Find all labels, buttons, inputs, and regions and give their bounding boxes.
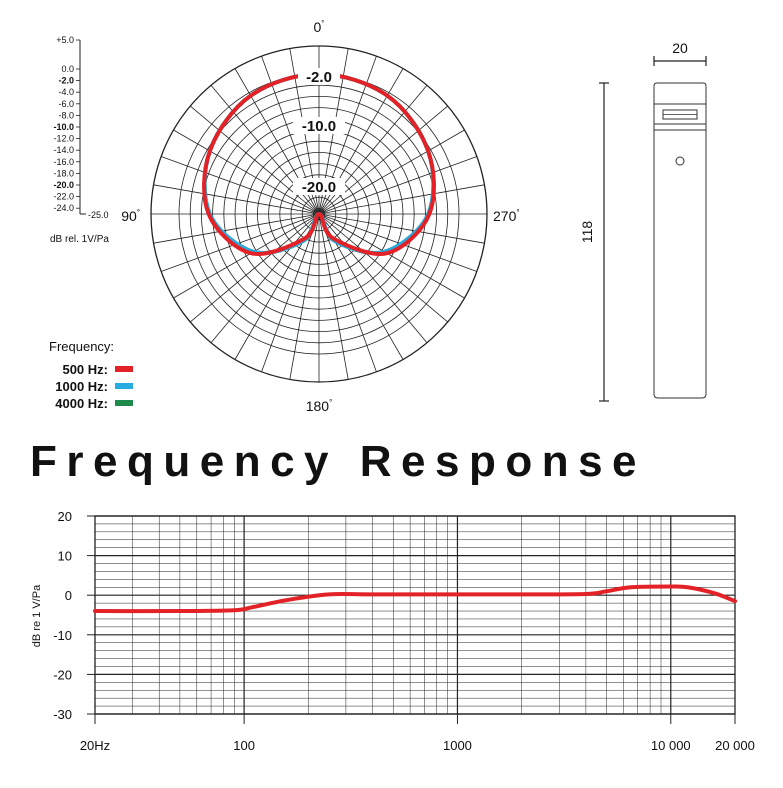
ring-label-bg [293,117,345,134]
angle-label-0: 0° [314,19,325,35]
microphone-body [653,82,707,399]
microphone-dimension-drawing: 20 118 [579,40,707,402]
legend-swatch-1000hz [115,383,133,389]
polar-radial-line [153,184,320,215]
polar-radial-line [318,156,478,215]
fr-y-tick-label: 0 [65,588,72,603]
polar-radial-line [318,213,448,323]
legend-title: Frequency: [49,339,114,354]
fr-x-tick-label: 1000 [443,738,472,753]
scale-label: +5.0 [56,35,74,45]
frequency-response-title: Frequency Response [30,437,647,486]
scale-label: -18.0 [53,168,74,178]
fr-curve [93,584,737,614]
fr-y-axis-label: dB re 1 V/Pa [31,584,43,647]
fr-series-line [93,584,737,614]
angle-label-180: 180° [306,398,333,414]
scale-label: -14.0 [53,145,74,155]
fr-grid [94,515,736,715]
polar-radial-line [261,213,320,373]
db-scale: +5.0 0.0 -2.0-4.0 -6.0-8.0 -10.0 -12.0-14.0 -1… [53,35,86,215]
length-label: 118 [579,221,595,244]
scale-end-label: -25.0 [88,210,109,220]
scale-label: -10.0 [53,122,74,132]
scale-label: -6.0 [58,99,74,109]
polar-radial-line [318,213,377,373]
ring-label: -2.0 [306,69,332,86]
fr-y-tick-label: -20 [53,667,72,682]
scale-label: -4.0 [58,87,74,97]
scale-label: -24.0 [53,203,74,213]
polar-radial-line [289,213,320,380]
polar-radial-line [173,129,320,215]
polar-radial-line [190,213,320,323]
polar-radial-line [160,213,320,272]
polar-radial-line [318,184,485,215]
ring-label: -20.0 [302,179,336,196]
ring-label-bg [298,68,340,85]
ring-labels: -2.0 -10.0 -20.0 [293,68,345,196]
legend-label-4000hz: 4000 Hz: [55,396,108,411]
polar-pattern-chart: 0° 90° 270° 180° -2.0 -10.0 -20.0 +5.0 0.… [49,19,520,414]
legend-swatch-500hz [115,366,133,372]
polar-radial-line [318,129,465,215]
polar-curves [202,72,436,256]
fr-x-tick-label: 20Hz [80,738,110,753]
scale-label: 0.0 [61,64,74,74]
fr-x-tick-label: 100 [233,738,255,753]
polar-radial-line [210,213,320,343]
scale-label: -8.0 [58,110,74,120]
width-label: 20 [672,40,688,56]
fr-y-tick-label: -10 [53,628,72,643]
polar-radial-line [318,213,349,380]
polar-curve-500hz [202,72,436,256]
legend-label-500hz: 500 Hz: [62,362,108,377]
scale-unit-label: dB rel. 1V/Pa [50,234,109,245]
fr-y-tick-label: -30 [53,707,72,722]
legend-swatch-4000hz [115,400,133,406]
frequency-legend: Frequency: 500 Hz: 1000 Hz: 4000 Hz: [49,339,133,411]
fr-x-tick-label: 10 000 [651,738,691,753]
scale-label: -12.0 [53,134,74,144]
mic-switch-dot [675,156,685,166]
fr-frame [94,515,736,715]
polar-radial-line [318,213,485,244]
fr-y-tick-label: 10 [58,549,72,564]
polar-radial-line [190,105,320,215]
fr-x-tick-label: 20 000 [715,738,755,753]
ring-label-bg [293,178,345,195]
angle-label-90: 90° [121,208,140,224]
scale-label: -20.0 [53,180,74,190]
polar-radial-line [318,213,478,272]
polar-radial-line [318,105,448,215]
polar-radial-line [153,213,320,244]
polar-radial-line [318,213,465,299]
ring-label: -10.0 [302,118,336,135]
polar-radial-line [318,213,428,343]
scale-label: -22.0 [53,192,74,202]
scale-label: -16.0 [53,157,74,167]
scale-label: -2.0 [58,76,74,86]
polar-radial-line [160,156,320,215]
polar-radial-line [173,213,320,299]
fr-y-tick-label: 20 [58,509,72,524]
legend-label-1000hz: 1000 Hz: [55,379,108,394]
angle-label-270: 270° [493,208,520,224]
